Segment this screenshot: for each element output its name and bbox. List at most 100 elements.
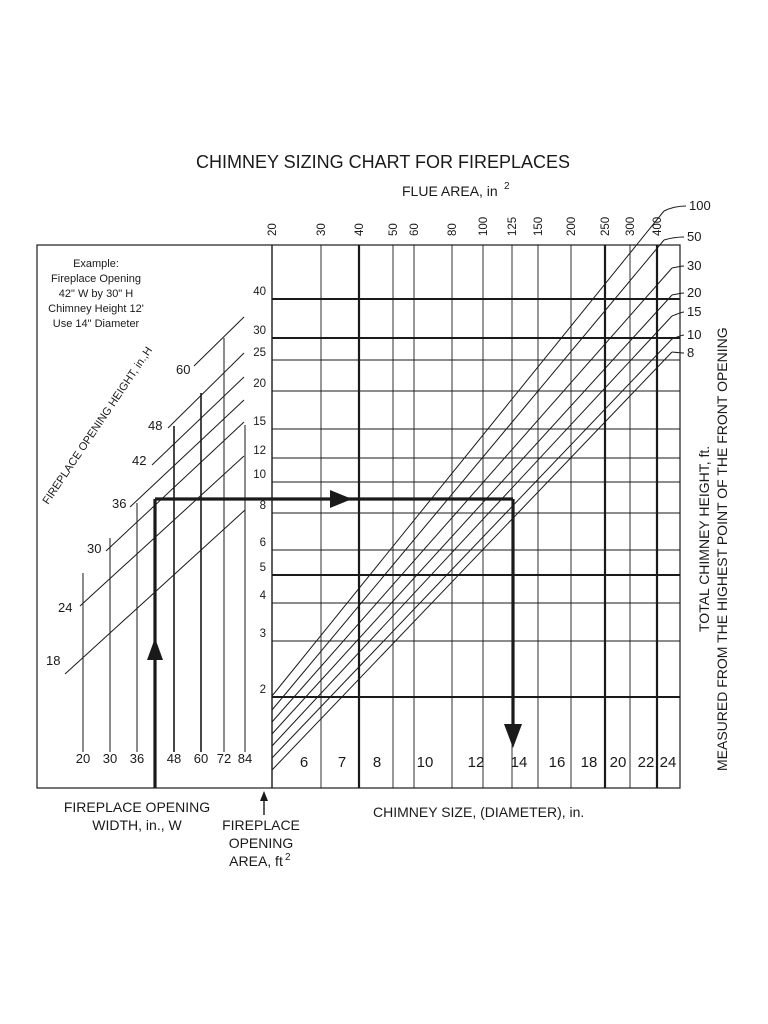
opening-area-tick-label: 5 <box>260 562 266 574</box>
example-note: Example: Fireplace Opening 42" W by 30" … <box>48 258 144 330</box>
chimney-size-tick-label: 10 <box>417 754 434 771</box>
flue-area-tick-label: 300 <box>625 217 637 236</box>
chimney-height-value-label: 15 <box>687 304 701 319</box>
chimney-size-tick-label: 24 <box>660 754 677 771</box>
opening-area-label-superscript: 2 <box>285 852 291 863</box>
chimney-height-line <box>271 294 673 735</box>
opening-width-tick-label: 84 <box>238 751 252 766</box>
opening-width-tick-label: 72 <box>217 751 231 766</box>
opening-area-tick-label: 3 <box>260 628 266 640</box>
chimney-height-leader <box>671 265 685 269</box>
opening-height-value-label: 18 <box>46 653 60 668</box>
opening-area-tick-label: 12 <box>253 445 266 457</box>
flue-area-label: FLUE AREA, in <box>402 183 498 199</box>
chimney-size-tick-label: 20 <box>610 754 627 771</box>
chimney-height-line <box>271 338 673 759</box>
example-line: Fireplace Opening <box>51 273 141 285</box>
chimney-size-tick-label: 18 <box>581 754 598 771</box>
flue-area-tick-label: 50 <box>388 223 400 236</box>
opening-height-line <box>193 316 245 367</box>
opening-height-line <box>151 376 245 466</box>
opening-height-value-label: 42 <box>132 453 146 468</box>
opening-area-label-line1: FIREPLACE <box>222 817 300 833</box>
chimney-height-value-label: 8 <box>687 345 694 360</box>
chimney-height-line <box>271 267 673 723</box>
opening-height-value-label: 36 <box>112 496 126 511</box>
example-line: Use 14" Diameter <box>53 318 140 330</box>
flue-area-tick-label: 20 <box>267 223 279 236</box>
opening-height-axis-label: FIREPLACE OPENING HEIGHT, in.,H <box>41 345 156 507</box>
chart-marks: 20 30 40 50 60 80 100 125 150 200 250 300 400 2 3 4 5 6 8 1… <box>46 198 711 788</box>
chimney-height-leader <box>663 236 685 241</box>
chimney-size-tick-label: 7 <box>338 754 346 771</box>
opening-width-tick-label: 60 <box>194 751 208 766</box>
flue-area-tick-label: 400 <box>652 217 664 236</box>
chimney-height-leader <box>671 311 685 317</box>
opening-height-line <box>105 421 245 552</box>
opening-height-value-label: 24 <box>58 600 72 615</box>
flue-area-tick-label: 250 <box>600 217 612 236</box>
opening-height-line <box>129 399 245 508</box>
chimney-height-value-label: 30 <box>687 258 701 273</box>
chimney-height-leader <box>671 334 685 340</box>
opening-width-tick-label: 20 <box>76 751 90 766</box>
opening-area-label-line2: OPENING <box>229 835 294 851</box>
flue-area-tick-label: 200 <box>566 217 578 236</box>
chimney-height-line <box>271 239 665 711</box>
chimney-size-tick-label: 14 <box>511 754 528 771</box>
opening-height-value-label: 60 <box>176 362 190 377</box>
example-arrowhead-right <box>330 490 352 508</box>
opening-area-tick-label: 40 <box>253 286 266 298</box>
chimney-size-tick-label: 12 <box>468 754 485 771</box>
opening-width-tick-label: 36 <box>130 751 144 766</box>
opening-area-tick-label: 10 <box>253 469 266 481</box>
opening-area-label-line3: AREA, ft <box>229 853 283 869</box>
opening-area-tick-label: 20 <box>253 378 266 390</box>
opening-height-line <box>79 455 245 607</box>
chimney-height-axis-label: TOTAL CHIMNEY HEIGHT, ft. <box>696 446 712 632</box>
flue-area-tick-label: 100 <box>478 217 490 236</box>
opening-area-tick-label: 8 <box>260 500 266 512</box>
area-axis-pointer-head <box>260 791 268 801</box>
opening-height-value-label: 30 <box>87 541 101 556</box>
flue-area-tick-label: 40 <box>354 223 366 236</box>
opening-area-tick-label: 15 <box>253 416 266 428</box>
opening-height-value-label: 48 <box>148 418 162 433</box>
chimney-size-tick-label: 16 <box>549 754 566 771</box>
flue-area-tick-label: 60 <box>409 223 421 236</box>
flue-area-tick-label: 125 <box>507 217 519 236</box>
chart-title: CHIMNEY SIZING CHART FOR FIREPLACES <box>196 152 570 172</box>
flue-area-tick-label: 30 <box>316 223 328 236</box>
opening-width-tick-label: 30 <box>103 751 117 766</box>
opening-area-tick-label: 4 <box>260 590 267 602</box>
chimney-size-tick-label: 6 <box>300 754 308 771</box>
flue-area-label-superscript: 2 <box>504 181 510 192</box>
chimney-size-tick-label: 22 <box>638 754 655 771</box>
opening-area-tick-label: 25 <box>253 347 266 359</box>
flue-area-tick-label: 150 <box>533 217 545 236</box>
example-line: 42" W by 30" H <box>59 288 134 300</box>
chimney-height-axis-sublabel: MEASURED FROM THE HIGHEST POINT OF THE F… <box>714 327 730 771</box>
chimney-height-line <box>271 315 673 747</box>
chimney-height-value-label: 50 <box>687 229 701 244</box>
chimney-height-line <box>271 210 665 697</box>
flue-area-tick-label: 80 <box>447 223 459 236</box>
opening-width-sublabel: WIDTH, in., W <box>92 817 182 833</box>
opening-area-tick-label: 2 <box>260 684 266 696</box>
chimney-height-line <box>271 351 673 771</box>
chimney-height-leader <box>663 205 687 212</box>
example-line: Chimney Height 12' <box>48 303 144 315</box>
opening-width-tick-label: 48 <box>167 751 181 766</box>
opening-area-tick-label: 30 <box>253 325 266 337</box>
example-arrowhead-down <box>504 724 522 748</box>
chimney-height-value-label: 20 <box>687 285 701 300</box>
opening-area-tick-label: 6 <box>260 537 266 549</box>
chimney-size-tick-label: 8 <box>373 754 381 771</box>
example-line: Example: <box>73 258 119 270</box>
chimney-size-axis-label: CHIMNEY SIZE, (DIAMETER), in. <box>373 804 584 820</box>
chimney-height-value-label: 100 <box>689 198 711 213</box>
opening-height-line <box>167 352 245 429</box>
chimney-height-leader <box>671 292 685 296</box>
opening-width-label: FIREPLACE OPENING <box>64 799 210 815</box>
